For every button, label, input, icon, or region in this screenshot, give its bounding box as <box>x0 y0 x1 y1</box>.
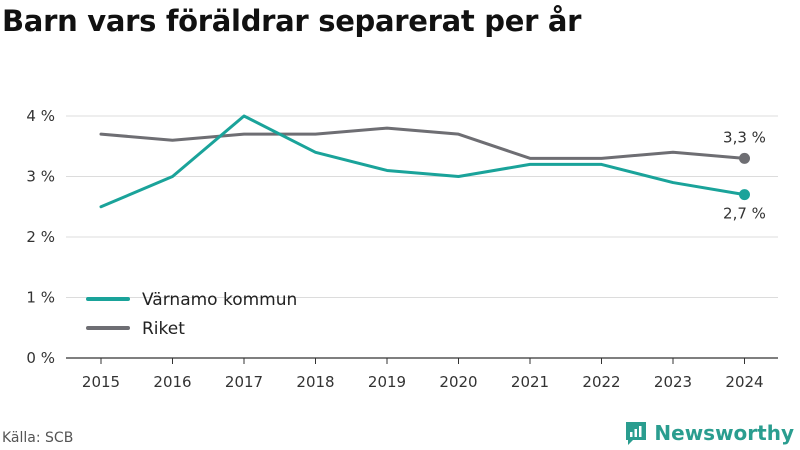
series-line-riket <box>99 126 746 160</box>
x-tick-label: 2018 <box>296 373 334 391</box>
end-point-varnamo <box>739 189 750 201</box>
source-note: Källa: SCB <box>2 430 74 446</box>
x-tick-label: 2015 <box>82 373 120 391</box>
x-tick-label: 2022 <box>582 373 620 391</box>
x-tick-label: 2017 <box>225 373 263 391</box>
x-tick-label: 2024 <box>725 373 763 391</box>
legend-label: Värnamo kommun <box>142 290 297 310</box>
brand-name: Newsworthy <box>654 421 794 445</box>
y-tick-label: 0 % <box>26 349 55 367</box>
y-tick-label: 1 % <box>26 289 55 307</box>
x-tick-label: 2021 <box>511 373 549 391</box>
newsworthy-icon <box>626 422 647 445</box>
x-tick-label: 2019 <box>368 373 406 391</box>
legend-label: Riket <box>142 319 185 339</box>
brand-logo: Newsworthy <box>624 420 794 446</box>
y-tick-label: 4 % <box>26 107 55 125</box>
end-value-label: 2,7 % <box>723 205 766 223</box>
y-tick-label: 2 % <box>26 228 55 246</box>
x-tick-label: 2020 <box>439 373 477 391</box>
series-line-varnamo <box>99 114 746 209</box>
chart-title: Barn vars föräldrar separerat per år <box>2 4 582 38</box>
end-point-riket <box>739 152 750 164</box>
x-tick-label: 2016 <box>153 373 191 391</box>
x-tick-label: 2023 <box>654 373 692 391</box>
end-value-label: 3,3 % <box>723 128 766 146</box>
y-tick-label: 3 % <box>26 168 55 186</box>
